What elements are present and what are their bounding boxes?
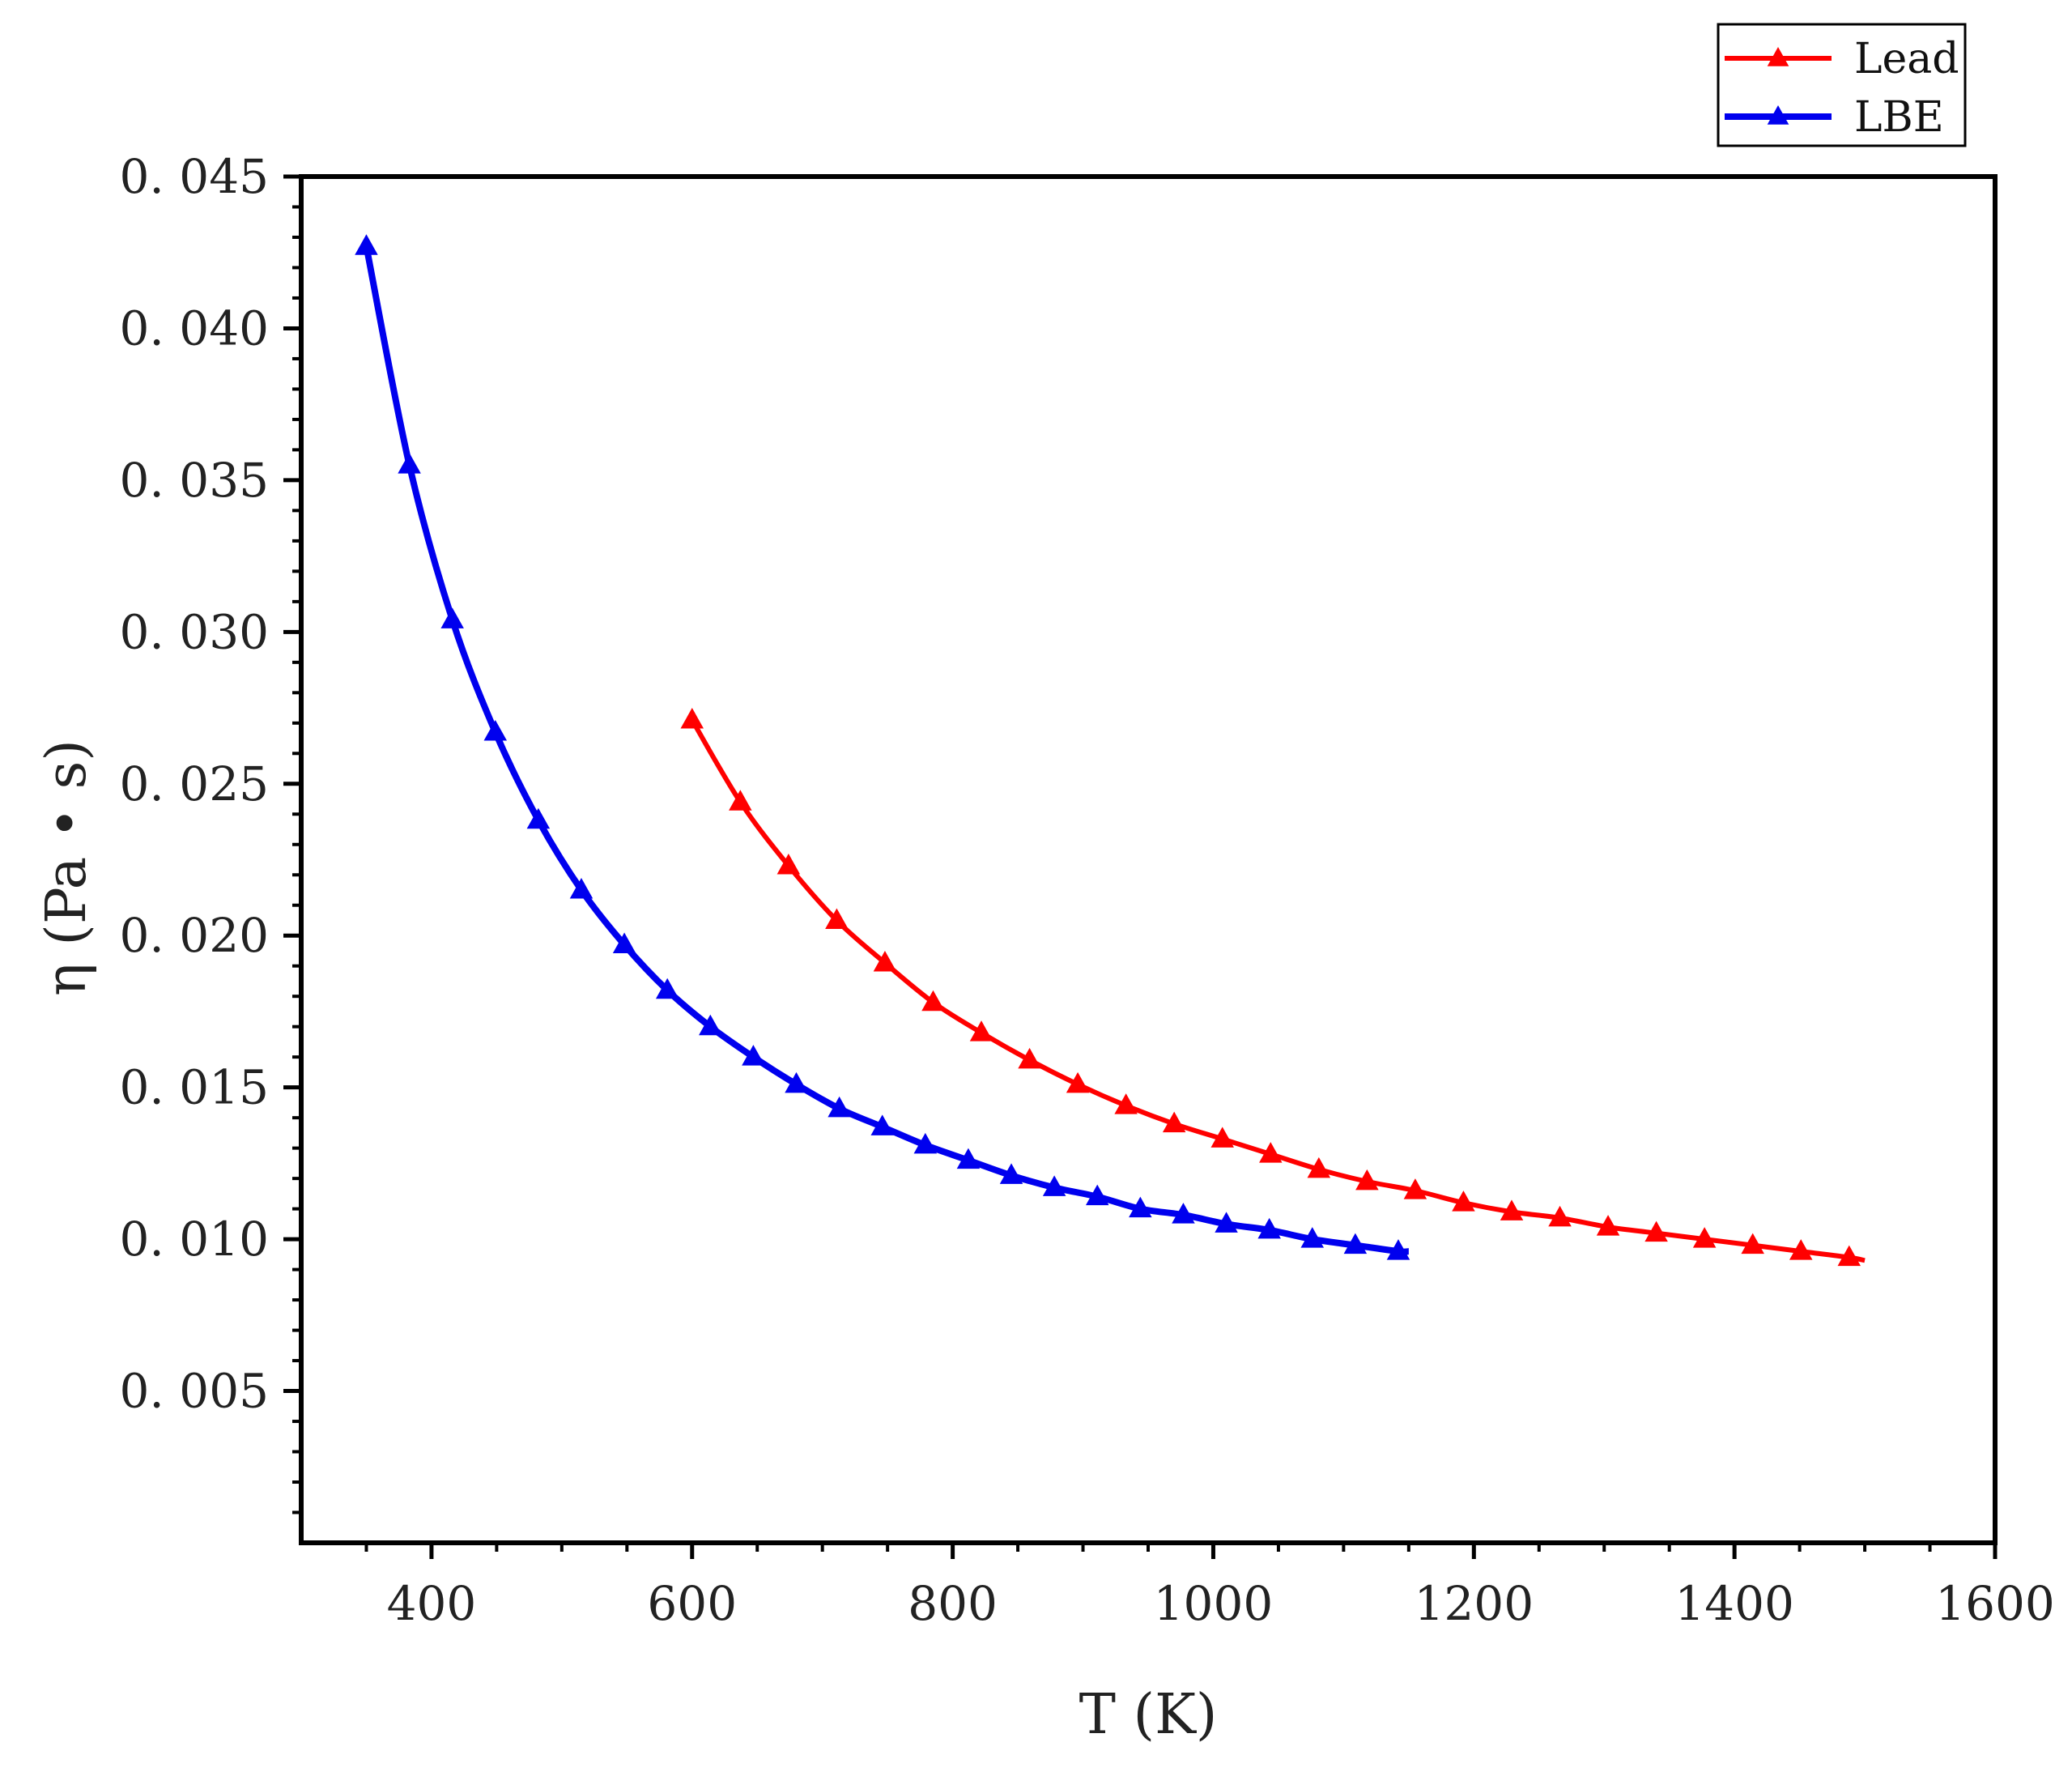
y-axis-title: η (Pa • s) <box>35 739 99 996</box>
data-point <box>1403 1178 1427 1199</box>
y-tick-label: 0. 030 <box>120 604 269 659</box>
legend-swatch-marker <box>1767 47 1789 66</box>
legend-swatch-marker <box>1767 105 1789 125</box>
data-point <box>873 950 897 972</box>
data-point <box>1162 1111 1186 1133</box>
data-point <box>355 234 378 255</box>
x-axis-ticks: 400 600 800 1000 1200 1400 1600 <box>387 1543 2055 1631</box>
data-point <box>612 932 636 953</box>
x-tick-label: 800 <box>908 1576 998 1631</box>
x-tick-label: 1000 <box>1154 1576 1274 1631</box>
legend-label: LBE <box>1854 93 1944 142</box>
y-tick-label: 0. 045 <box>120 149 269 204</box>
plot-frame <box>299 174 1998 1545</box>
data-point <box>1210 1127 1234 1148</box>
y-tick-label: 0. 035 <box>120 453 269 508</box>
data-point <box>1259 1142 1283 1163</box>
data-point <box>1452 1191 1475 1212</box>
data-point <box>969 1020 993 1041</box>
data-point <box>1789 1239 1813 1260</box>
series-line <box>690 718 1866 1263</box>
data-point <box>440 607 464 628</box>
data-point <box>825 908 849 929</box>
data-point <box>1042 1175 1066 1196</box>
data-point <box>1085 1184 1109 1206</box>
data-point <box>1257 1217 1281 1239</box>
data-point <box>1548 1205 1572 1227</box>
series-layer <box>355 234 1866 1267</box>
data-point <box>569 877 594 899</box>
data-point <box>1741 1233 1764 1254</box>
y-tick-label: 0. 010 <box>120 1212 269 1267</box>
data-point <box>680 708 704 729</box>
data-point <box>1300 1227 1325 1248</box>
data-point <box>921 990 945 1012</box>
y-tick-label: 0. 005 <box>120 1364 269 1419</box>
data-point <box>742 1045 765 1066</box>
x-tick-label: 400 <box>387 1576 477 1631</box>
legend-items: Lead LBE <box>1725 35 1959 142</box>
y-tick-label: 0. 015 <box>120 1060 269 1115</box>
data-point <box>699 1014 722 1036</box>
y-tick-label: 0. 040 <box>120 300 269 356</box>
data-point <box>870 1114 894 1135</box>
data-point <box>1215 1212 1238 1233</box>
x-tick-label: 1400 <box>1674 1576 1794 1631</box>
data-point <box>1172 1203 1195 1224</box>
data-point <box>1066 1071 1090 1093</box>
data-point <box>1837 1245 1861 1267</box>
data-point <box>1307 1156 1331 1178</box>
data-point <box>526 807 551 829</box>
data-point <box>1114 1093 1138 1114</box>
data-point <box>1500 1199 1524 1220</box>
legend-item-lbe: LBE <box>1725 93 1944 142</box>
data-point <box>1386 1239 1410 1260</box>
data-point <box>999 1163 1023 1184</box>
y-tick-label: 0. 025 <box>120 756 269 811</box>
legend-label: Lead <box>1854 35 1959 83</box>
legend: Lead LBE <box>1717 23 1967 147</box>
data-point <box>913 1132 938 1154</box>
data-point <box>1343 1233 1368 1254</box>
y-axis-ticks: 0. 005 0. 010 0. 015 0. 020 0. 025 0. 030 0. 0… <box>120 149 301 1419</box>
data-point <box>1018 1047 1041 1069</box>
x-axis-title: T (K) <box>1079 1683 1218 1747</box>
legend-item-lead: Lead <box>1725 35 1959 83</box>
y-tick-label: 0. 020 <box>120 908 269 963</box>
data-point <box>1129 1196 1152 1218</box>
data-point <box>1692 1227 1717 1248</box>
x-tick-label: 1600 <box>1935 1576 2055 1631</box>
data-point <box>1644 1220 1668 1242</box>
minor-ticks <box>292 205 1932 1552</box>
x-tick-label: 1200 <box>1415 1576 1534 1631</box>
series-line <box>363 245 1410 1255</box>
data-point <box>776 853 801 875</box>
x-tick-label: 600 <box>647 1576 737 1631</box>
series-lead <box>680 708 1866 1267</box>
data-point <box>1355 1169 1379 1191</box>
data-point <box>1596 1215 1620 1236</box>
data-point <box>655 978 679 999</box>
data-point <box>483 720 508 741</box>
data-point <box>956 1148 981 1169</box>
legend-box <box>1717 23 1967 147</box>
data-point <box>729 790 752 811</box>
data-point <box>398 453 421 474</box>
series-lbe <box>355 234 1410 1260</box>
data-point <box>785 1071 808 1093</box>
data-point <box>828 1096 851 1118</box>
